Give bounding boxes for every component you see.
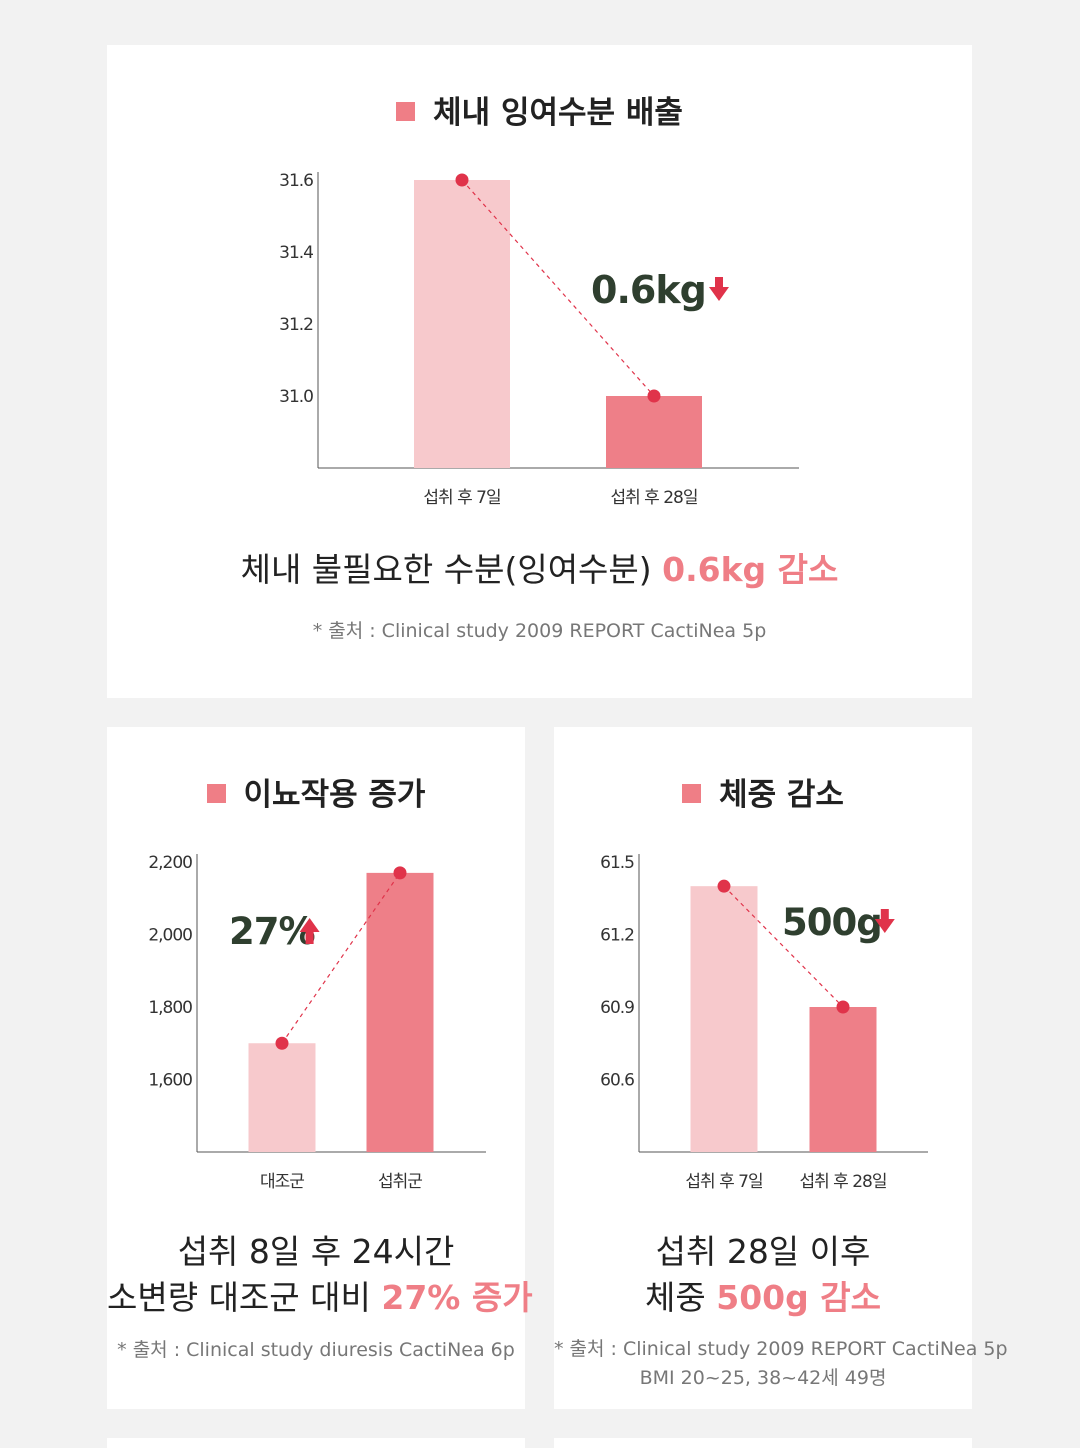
y-tick-label: 1,800 xyxy=(148,998,192,1018)
diuresis-title: 이뇨작용 증가 xyxy=(107,769,525,814)
bar xyxy=(414,180,510,468)
weight-loss-source-line1: * 출처 : Clinical study 2009 REPORT CactiN… xyxy=(554,1338,1008,1360)
y-tick-label: 61.2 xyxy=(600,926,634,946)
x-category-label: 섭취 후 7일 xyxy=(423,488,500,508)
x-category-label: 섭취 후 7일 xyxy=(685,1172,762,1192)
weight-loss-card: 체중 감소 61.5 61.2 60.9 60.6 섭취 후 7일 섭취 후 28일 500… xyxy=(554,727,1008,1409)
water-excretion-title: 체내 잉여수분 배출 xyxy=(107,87,972,132)
trend-connector-line xyxy=(281,872,401,1044)
arrow-down-icon xyxy=(874,909,895,933)
y-tick-label: 31.4 xyxy=(279,243,313,263)
data-point-marker xyxy=(455,173,469,187)
weight-loss-caption: 섭취 28일 이후 체중 500g 감소 xyxy=(554,1229,972,1321)
data-point-marker xyxy=(836,1000,850,1014)
diuresis-source: * 출처 : Clinical study diuresis CactiNea … xyxy=(117,1339,515,1361)
water-excretion-title-text: 체내 잉여수분 배출 xyxy=(433,95,683,131)
change-callout-text: 500g xyxy=(782,901,882,944)
weight-loss-caption-highlight: 500g 감소 xyxy=(716,1278,881,1317)
y-tick-label: 2,200 xyxy=(148,853,192,873)
weight-loss-caption-line2: 체중 500g 감소 xyxy=(554,1275,972,1321)
diuresis-caption-highlight: 27% 증가 xyxy=(381,1278,533,1317)
title-square-icon xyxy=(682,784,702,803)
change-callout-text: 0.6kg xyxy=(591,268,706,312)
bar xyxy=(809,1007,877,1152)
arrow-down-icon xyxy=(709,277,729,301)
bar xyxy=(248,1043,316,1152)
weight-loss-caption-line1: 섭취 28일 이후 xyxy=(655,1232,871,1271)
x-category-label: 섭취군 xyxy=(378,1172,422,1192)
x-category-label: 섭취 후 28일 xyxy=(611,488,698,508)
y-tick-label: 60.9 xyxy=(600,998,634,1018)
arrow-up-icon xyxy=(299,918,320,944)
diuresis-caption-line2: 소변량 대조군 대비 27% 증가 xyxy=(107,1275,533,1321)
weight-loss-chart: 61.5 61.2 60.9 60.6 섭취 후 7일 섭취 후 28일 500g xyxy=(600,853,928,1192)
water-excretion-source: * 출처 : Clinical study 2009 REPORT CactiN… xyxy=(312,620,767,642)
data-point-marker xyxy=(647,389,661,403)
weight-loss-source: * 출처 : Clinical study 2009 REPORT CactiN… xyxy=(554,1335,1008,1393)
weight-loss-title: 체중 감소 xyxy=(554,769,972,814)
title-square-icon xyxy=(206,784,226,803)
water-excretion-caption-highlight: 0.6kg 감소 xyxy=(662,550,839,589)
y-tick-label: 61.5 xyxy=(600,853,634,873)
y-tick-label: 31.0 xyxy=(279,387,313,407)
water-excretion-chart: 31.6 31.4 31.2 31.0 섭취 후 7일 섭취 후 28일 0.6kg xyxy=(279,171,799,508)
weight-loss-caption-line2-text: 체중 xyxy=(645,1278,717,1317)
data-point-marker xyxy=(275,1036,289,1050)
y-tick-label: 31.2 xyxy=(279,315,313,335)
bar xyxy=(366,872,434,1152)
diuresis-title-text: 이뇨작용 증가 xyxy=(243,777,426,813)
x-category-label: 섭취 후 28일 xyxy=(800,1172,887,1192)
water-excretion-card: 체내 잉여수분 배출 31.6 31.4 31.2 31.0 섭취 후 7일 섭취 후 2… xyxy=(107,45,972,698)
diuresis-caption: 섭취 8일 후 24시간 소변량 대조군 대비 27% 증가 xyxy=(107,1229,533,1321)
water-excretion-caption-text: 체내 불필요한 수분(잉여수분) xyxy=(240,550,663,589)
water-excretion-caption: 체내 불필요한 수분(잉여수분) 0.6kg 감소 xyxy=(107,547,972,593)
trend-connector-line xyxy=(461,179,655,397)
diuresis-caption-line1: 섭취 8일 후 24시간 xyxy=(177,1232,455,1271)
y-tick-label: 2,000 xyxy=(148,926,192,946)
diuresis-card: 이뇨작용 증가 2,200 2,000 1,800 1,600 대조군 섭취군 27% 섭취… xyxy=(107,727,533,1409)
data-point-marker xyxy=(393,866,407,880)
x-category-label: 대조군 xyxy=(260,1172,304,1192)
y-tick-label: 31.6 xyxy=(279,171,313,191)
y-tick-label: 60.6 xyxy=(600,1071,634,1091)
y-tick-label: 1,600 xyxy=(148,1071,192,1091)
bar xyxy=(606,396,702,468)
diuresis-caption-line2-text: 소변량 대조군 대비 xyxy=(107,1278,382,1317)
data-point-marker xyxy=(717,879,731,893)
weight-loss-source-line2: BMI 20~25, 38~42세 49명 xyxy=(639,1367,887,1389)
title-square-icon xyxy=(396,102,416,121)
bar xyxy=(690,886,758,1152)
weight-loss-title-text: 체중 감소 xyxy=(719,777,844,813)
